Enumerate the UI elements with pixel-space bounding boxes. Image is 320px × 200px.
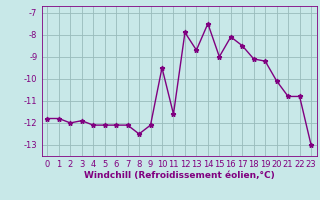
X-axis label: Windchill (Refroidissement éolien,°C): Windchill (Refroidissement éolien,°C) (84, 171, 275, 180)
